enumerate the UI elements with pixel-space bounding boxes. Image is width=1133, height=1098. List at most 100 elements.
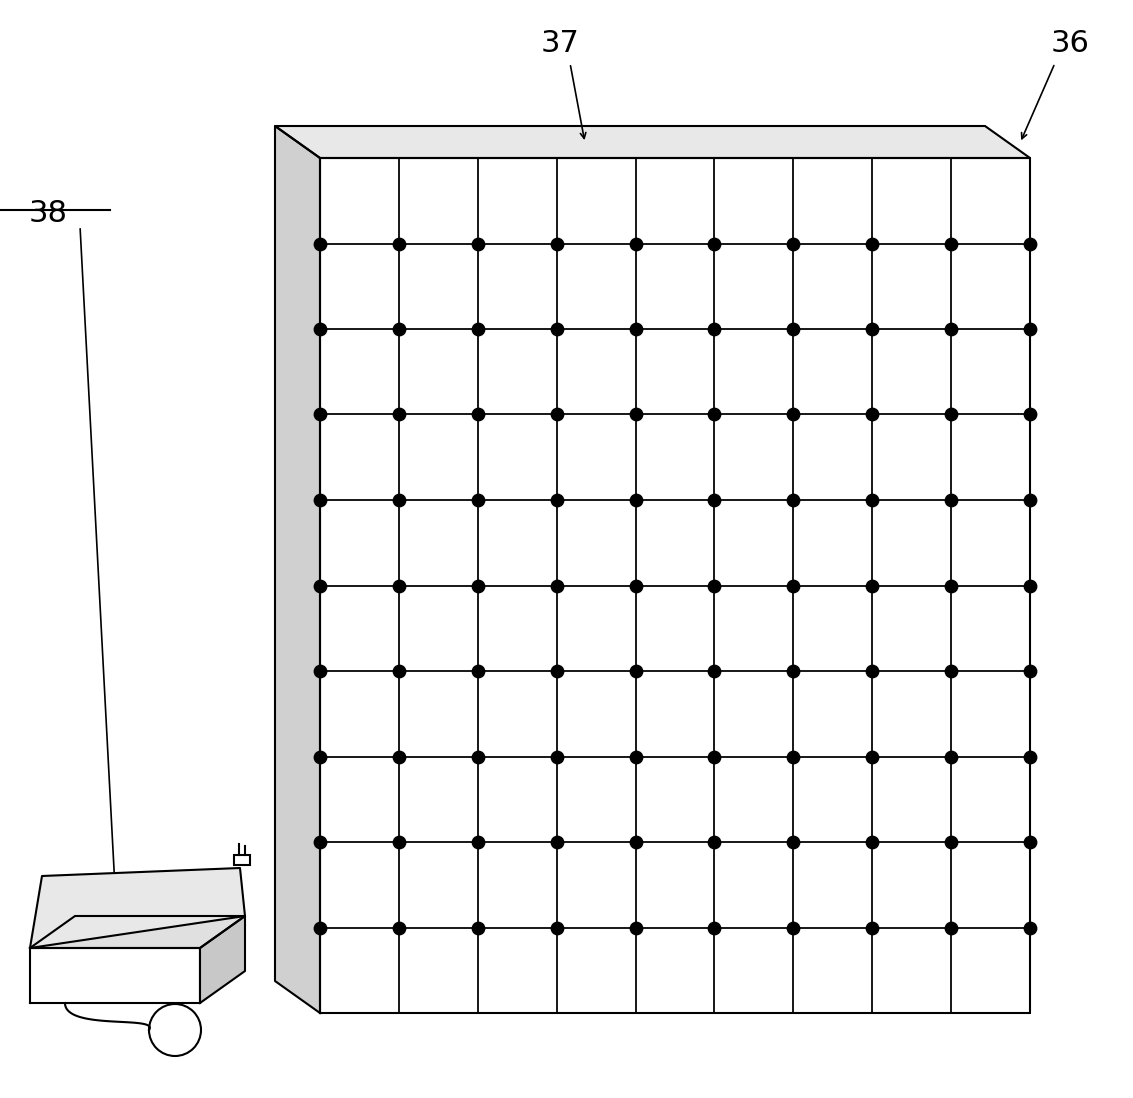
Point xyxy=(390,406,408,424)
Point xyxy=(310,491,329,508)
Polygon shape xyxy=(320,158,1030,1013)
Point xyxy=(627,576,645,594)
Point xyxy=(547,406,565,424)
Point xyxy=(1021,406,1039,424)
Point xyxy=(547,919,565,937)
Point xyxy=(706,235,724,253)
Point xyxy=(942,406,960,424)
Point xyxy=(784,321,802,338)
Point xyxy=(863,491,881,508)
Text: 37: 37 xyxy=(540,29,579,57)
Point xyxy=(310,662,329,680)
Point xyxy=(390,833,408,851)
Point xyxy=(1021,748,1039,765)
Point xyxy=(942,833,960,851)
Point xyxy=(942,321,960,338)
Point xyxy=(469,235,487,253)
Polygon shape xyxy=(29,916,245,948)
Point xyxy=(627,662,645,680)
Point xyxy=(469,576,487,594)
Point xyxy=(469,321,487,338)
Point xyxy=(942,748,960,765)
Point xyxy=(706,491,724,508)
Point xyxy=(863,748,881,765)
Point xyxy=(1021,576,1039,594)
Point xyxy=(627,748,645,765)
Polygon shape xyxy=(29,869,245,948)
Point xyxy=(706,321,724,338)
Point xyxy=(547,662,565,680)
Point xyxy=(547,748,565,765)
Point xyxy=(390,748,408,765)
Point xyxy=(863,662,881,680)
Point xyxy=(310,919,329,937)
Point xyxy=(706,919,724,937)
Point xyxy=(310,406,329,424)
Point xyxy=(784,406,802,424)
Point xyxy=(942,576,960,594)
Point xyxy=(390,576,408,594)
Point xyxy=(547,491,565,508)
Point xyxy=(706,406,724,424)
Point xyxy=(627,406,645,424)
Point xyxy=(1021,235,1039,253)
Point xyxy=(469,662,487,680)
Point xyxy=(706,833,724,851)
Point xyxy=(310,235,329,253)
Point xyxy=(627,491,645,508)
Point xyxy=(863,833,881,851)
Point xyxy=(627,321,645,338)
Point xyxy=(863,321,881,338)
Point xyxy=(627,235,645,253)
Point xyxy=(310,321,329,338)
Polygon shape xyxy=(275,126,320,1013)
Text: 38: 38 xyxy=(28,199,68,227)
Point xyxy=(310,576,329,594)
Point xyxy=(469,491,487,508)
Point xyxy=(863,919,881,937)
Point xyxy=(784,662,802,680)
Point xyxy=(863,406,881,424)
Point xyxy=(784,748,802,765)
Point xyxy=(784,491,802,508)
Point xyxy=(469,748,487,765)
Point xyxy=(863,235,881,253)
Point xyxy=(310,748,329,765)
Polygon shape xyxy=(201,916,245,1002)
Point xyxy=(784,576,802,594)
Point xyxy=(469,406,487,424)
Point xyxy=(784,235,802,253)
Point xyxy=(547,576,565,594)
Point xyxy=(390,235,408,253)
Point xyxy=(627,919,645,937)
Point xyxy=(469,833,487,851)
Point xyxy=(390,491,408,508)
Point xyxy=(390,321,408,338)
Point xyxy=(784,919,802,937)
Point xyxy=(706,662,724,680)
Point xyxy=(1021,662,1039,680)
Point xyxy=(706,576,724,594)
Point xyxy=(627,833,645,851)
Point xyxy=(469,919,487,937)
Point xyxy=(390,662,408,680)
Point xyxy=(942,662,960,680)
Text: 36: 36 xyxy=(1050,29,1090,57)
Point xyxy=(863,576,881,594)
Point xyxy=(1021,919,1039,937)
Point xyxy=(706,748,724,765)
Point xyxy=(942,235,960,253)
Point xyxy=(547,833,565,851)
Point xyxy=(1021,321,1039,338)
Point xyxy=(390,919,408,937)
Point xyxy=(942,919,960,937)
Point xyxy=(784,833,802,851)
Point xyxy=(547,235,565,253)
Point xyxy=(1021,491,1039,508)
Polygon shape xyxy=(275,126,1030,158)
Point xyxy=(942,491,960,508)
Point xyxy=(310,833,329,851)
Point xyxy=(547,321,565,338)
Point xyxy=(1021,833,1039,851)
Polygon shape xyxy=(29,948,201,1002)
